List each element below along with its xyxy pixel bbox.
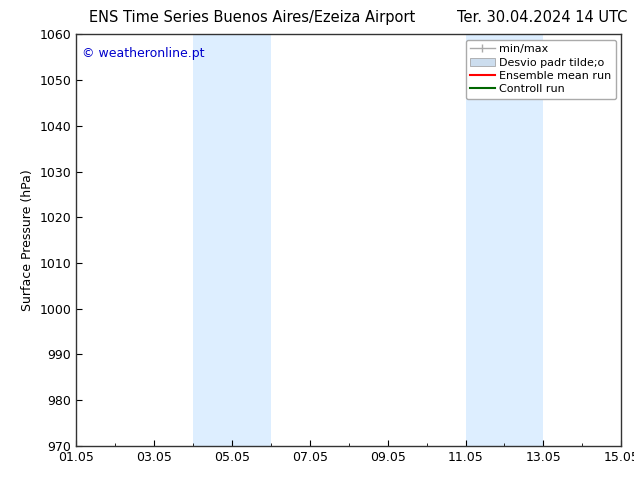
Bar — [193, 34, 271, 446]
Text: ENS Time Series Buenos Aires/Ezeiza Airport: ENS Time Series Buenos Aires/Ezeiza Airp… — [89, 10, 415, 25]
Text: © weatheronline.pt: © weatheronline.pt — [82, 47, 204, 60]
Y-axis label: Surface Pressure (hPa): Surface Pressure (hPa) — [21, 169, 34, 311]
Bar — [465, 34, 543, 446]
Legend: min/max, Desvio padr tilde;o, Ensemble mean run, Controll run: min/max, Desvio padr tilde;o, Ensemble m… — [466, 40, 616, 99]
Text: Ter. 30.04.2024 14 UTC: Ter. 30.04.2024 14 UTC — [457, 10, 628, 25]
